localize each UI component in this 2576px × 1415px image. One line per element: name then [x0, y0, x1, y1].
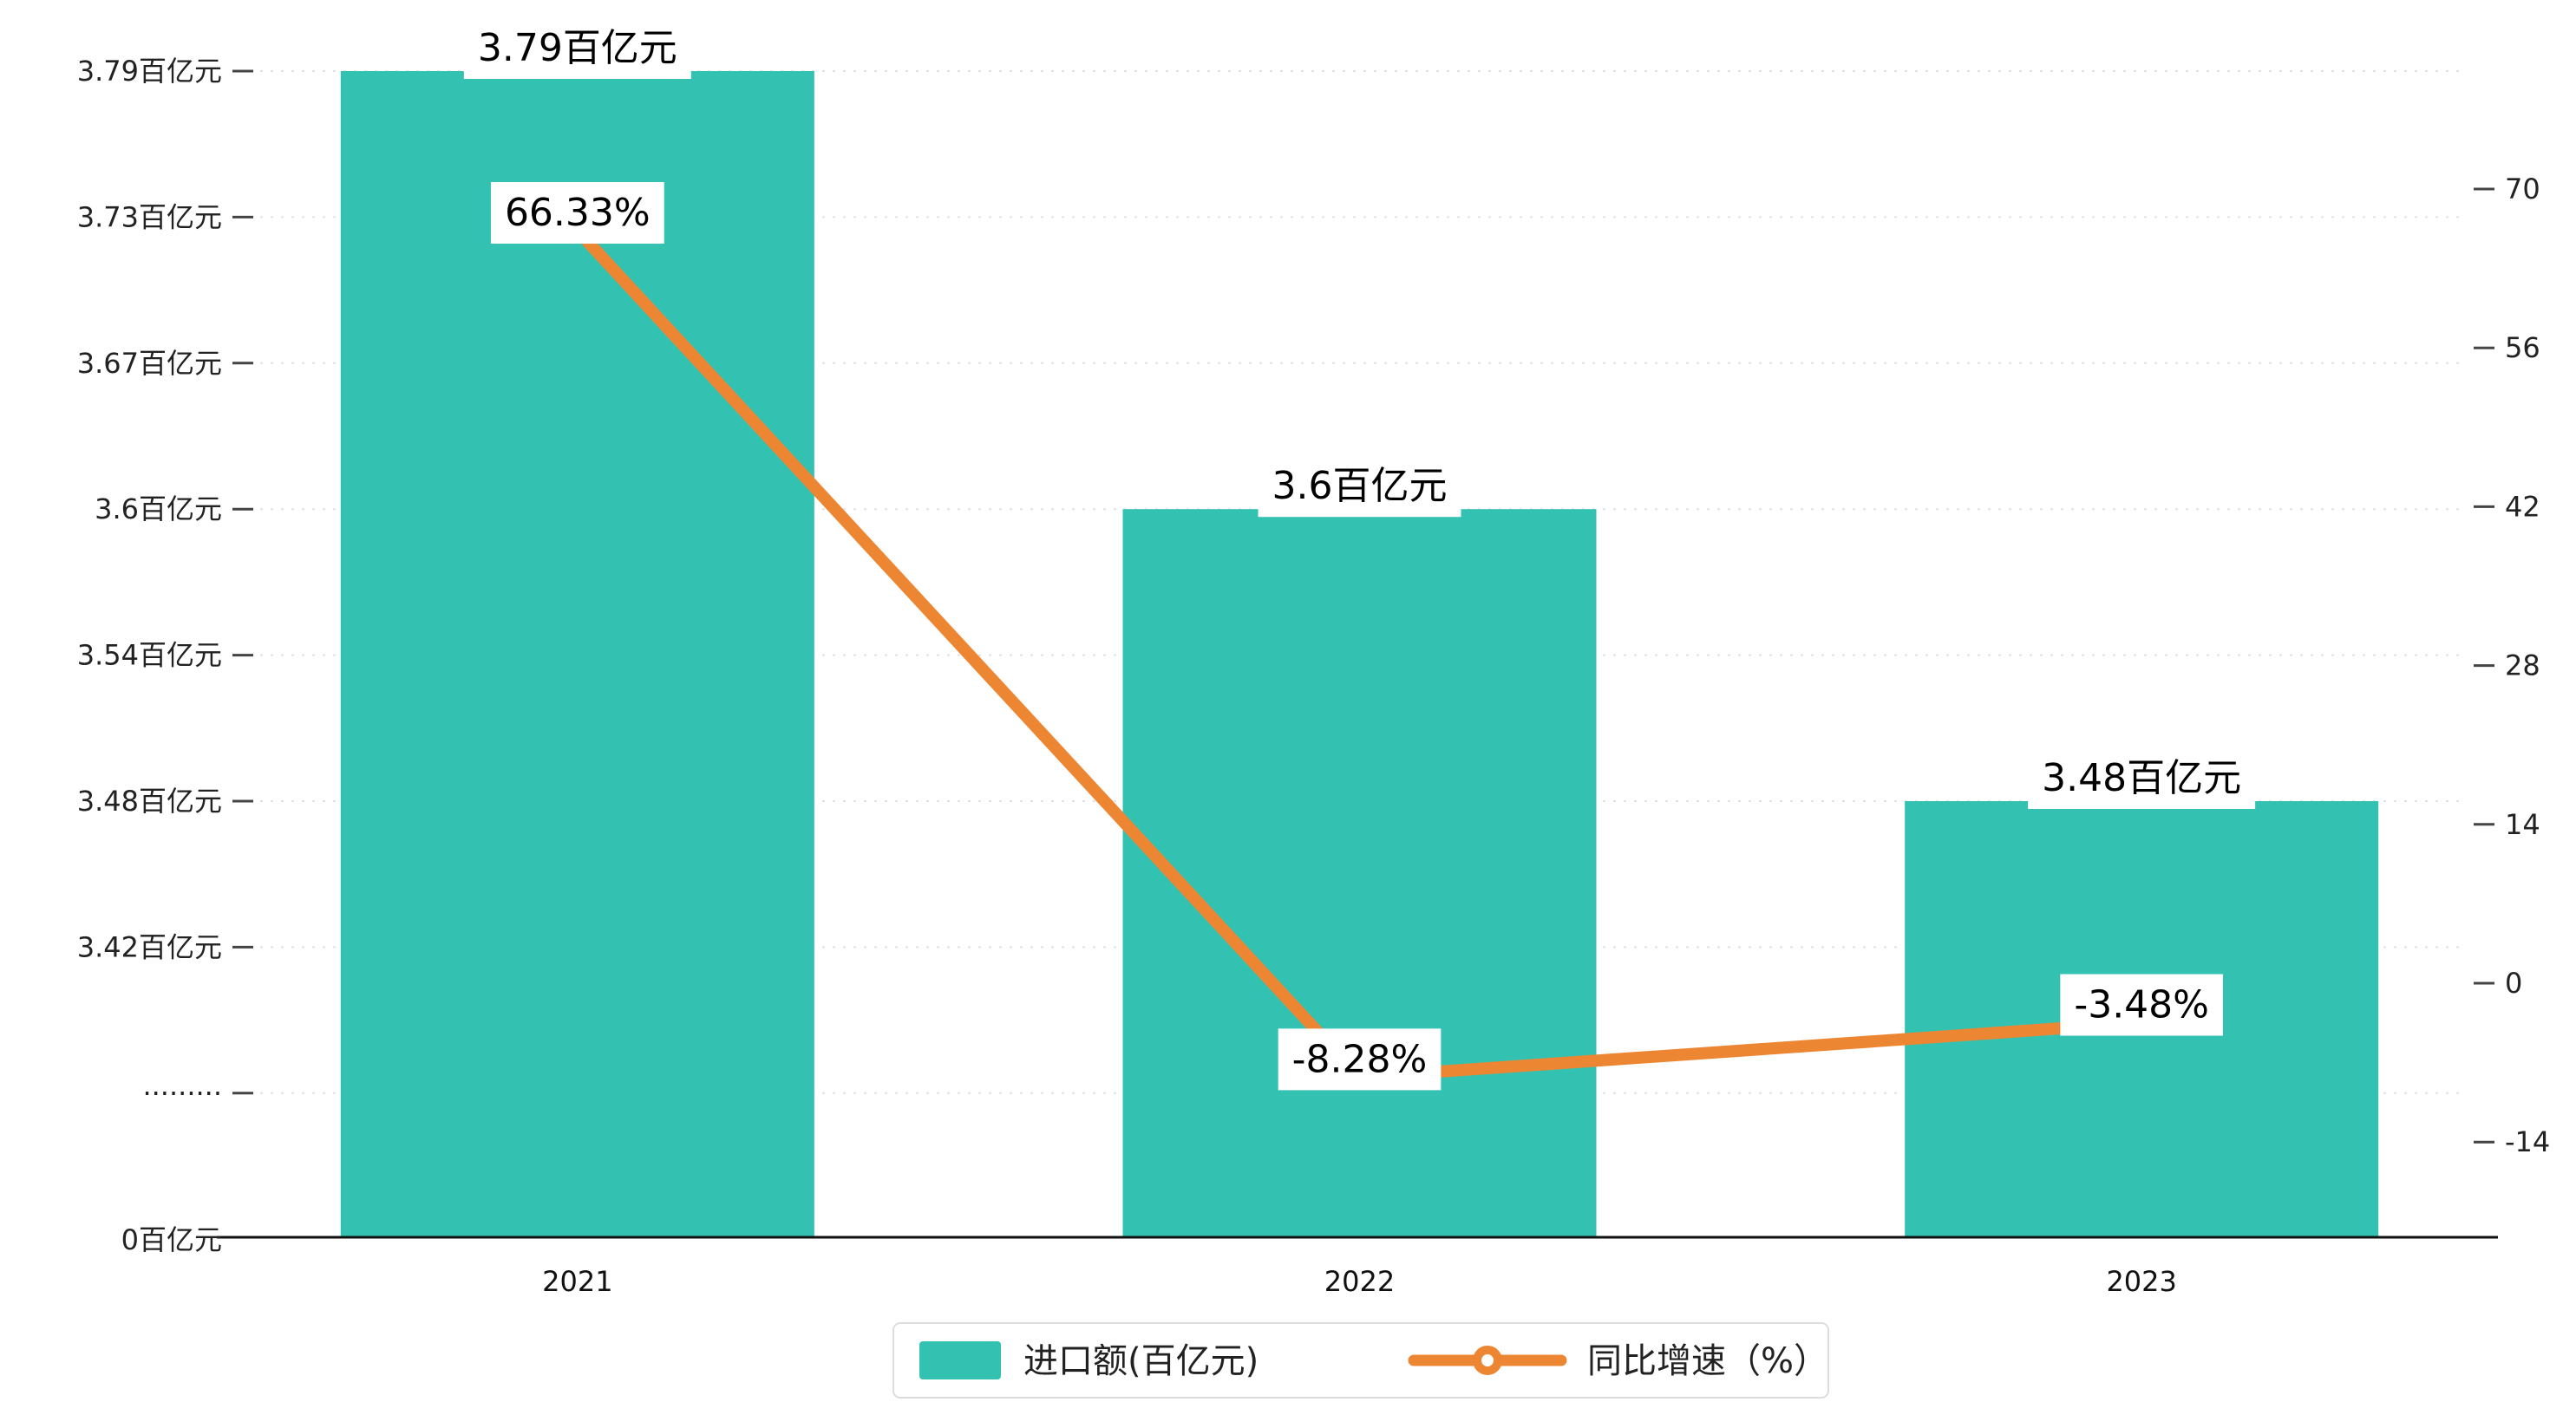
x-axis-label-2023: 2023: [2106, 1265, 2176, 1298]
legend-bar-swatch-icon: [919, 1341, 1001, 1379]
bar-value-label-text: 3.48百亿元: [2042, 756, 2241, 800]
line-value-label-text: -3.48%: [2074, 983, 2209, 1027]
right-axis-tick-label: 0: [2505, 967, 2522, 1000]
left-axis-tick-label: 3.54百亿元: [77, 639, 222, 672]
bar-value-label-bg: [463, 17, 691, 79]
legend-label-imports: 进口额(百亿元): [1023, 1341, 1259, 1381]
line-value-label-text: 66.33%: [505, 191, 651, 235]
legend-box: [892, 1322, 1829, 1399]
left-axis-tick-label: 3.67百亿元: [77, 347, 222, 380]
legend-item-growth[interactable]: 同比增速（%）: [1408, 1341, 1828, 1381]
right-axis-tick-label: -14: [2505, 1125, 2550, 1158]
left-axis-tick-label: 3.79百亿元: [77, 55, 222, 88]
value-labels-layer: 3.79百亿元 3.6百亿元 3.48百亿元 66.33% -8.28% -3.48%: [463, 17, 2256, 1091]
bar-2022[interactable]: [1122, 509, 1597, 1237]
line-value-label-bg: [2060, 974, 2223, 1036]
bar-value-label: 3.79百亿元: [463, 17, 691, 79]
left-axis-tick-label: 3.6百亿元: [95, 492, 222, 525]
left-axis-tick-label: 3.73百亿元: [77, 200, 222, 233]
left-axis-tick-label: 0百亿元: [121, 1223, 222, 1256]
left-axis-tick-label: 3.48百亿元: [77, 785, 222, 818]
left-axis-tick-label: 3.42百亿元: [77, 930, 222, 963]
bar-series-layer: [340, 71, 2379, 1237]
bar-value-label-bg: [2028, 747, 2256, 809]
line-value-label: 66.33%: [490, 182, 664, 245]
right-axis-tick-label: 42: [2505, 490, 2540, 523]
x-axis-label-2021: 2021: [542, 1265, 612, 1298]
line-value-label-bg: [490, 182, 664, 245]
right-axis-tick-label: 70: [2505, 173, 2540, 205]
bar-value-label-text: 3.79百亿元: [478, 26, 677, 70]
legend-item-imports[interactable]: 进口额(百亿元): [919, 1341, 1259, 1381]
legend[interactable]: 进口额(百亿元) 同比增速（%）: [892, 1322, 1829, 1399]
x-axis-label-2022: 2022: [1324, 1265, 1395, 1298]
right-axis-tick-label: 28: [2505, 649, 2540, 682]
legend-dot-marker-icon: [1473, 1346, 1502, 1375]
line-value-label-text: -8.28%: [1292, 1037, 1428, 1081]
bar-value-label: 3.48百亿元: [2028, 747, 2256, 809]
line-value-label: -3.48%: [2060, 974, 2223, 1036]
bar-2021[interactable]: [340, 71, 814, 1237]
line-value-label-bg: [1278, 1028, 1442, 1091]
bar-value-label-text: 3.6百亿元: [1272, 464, 1448, 508]
right-axis-tick-label: 14: [2505, 808, 2540, 841]
left-axis-break-label: ·········: [142, 1077, 222, 1110]
bar-value-label: 3.6百亿元: [1258, 455, 1461, 518]
bar-value-label-bg: [1258, 455, 1461, 518]
legend-label-growth: 同比增速（%）: [1587, 1341, 1828, 1381]
right-axis-tick-label: 56: [2505, 331, 2540, 364]
axes-layer: 3.79百亿元 3.73百亿元 3.67百亿元 3.6百亿元 3.54百亿元 3.48百亿…: [77, 55, 2551, 1298]
line-value-label: -8.28%: [1278, 1028, 1442, 1091]
